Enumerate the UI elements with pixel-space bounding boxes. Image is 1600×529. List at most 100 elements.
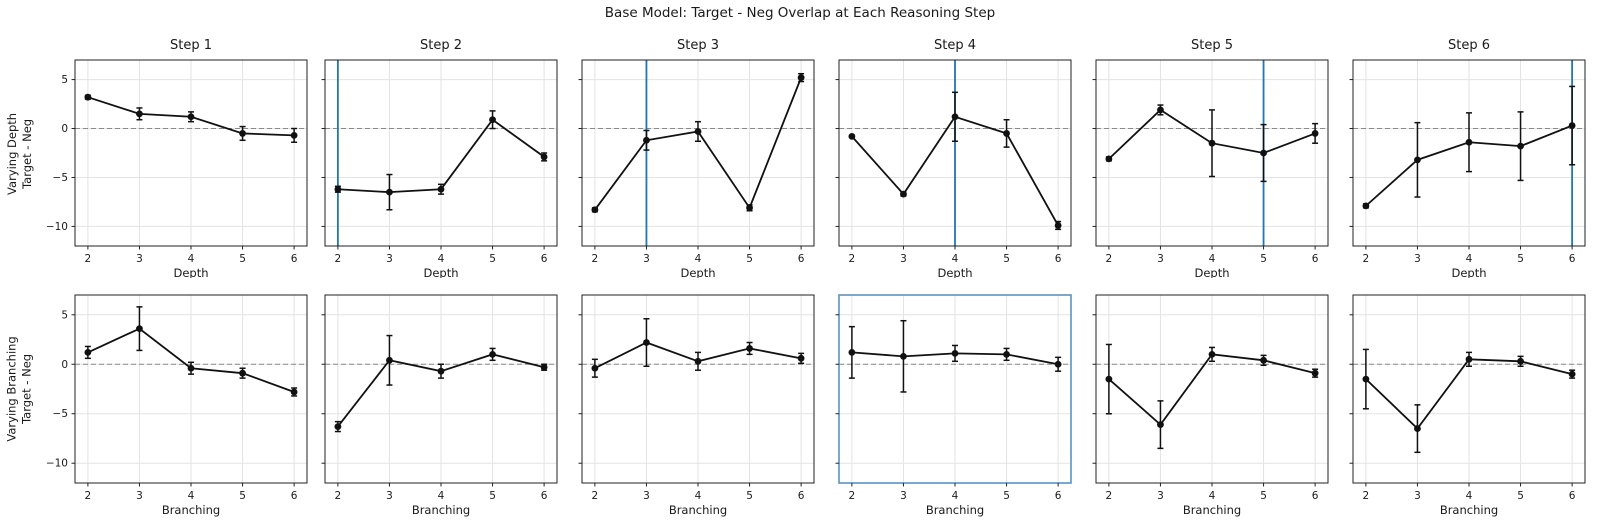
tick-marks <box>1349 79 1573 250</box>
gridlines <box>839 295 1071 483</box>
svg-text:−5: −5 <box>53 408 68 420</box>
svg-text:0: 0 <box>61 359 68 371</box>
svg-text:6: 6 <box>541 490 548 502</box>
branching-row-ylabel: Varying Branching Target - Neg <box>0 281 40 529</box>
tick-marks <box>835 79 1059 250</box>
svg-text:3: 3 <box>900 490 907 502</box>
series-markers <box>1105 106 1319 163</box>
svg-text:3: 3 <box>1157 490 1164 502</box>
svg-text:5: 5 <box>239 490 246 502</box>
tick-marks <box>578 314 802 487</box>
svg-text:6: 6 <box>1055 253 1062 265</box>
svg-text:−5: −5 <box>53 172 68 184</box>
tick-labels: 2 3 4 5 6 5 0 −5 −10 <box>46 309 298 502</box>
svg-text:4: 4 <box>695 490 702 502</box>
svg-text:−10: −10 <box>46 221 68 233</box>
x-axis-label: Depth <box>1194 266 1229 278</box>
figure-title: Base Model: Target - Neg Overlap at Each… <box>604 5 996 21</box>
depth-row: Varying Depth Target - Neg 2 3 4 5 6 5 0 −5 −10 D… <box>0 30 1600 278</box>
x-axis-label: Branching <box>1440 503 1498 517</box>
x-axis-label: Depth <box>680 266 715 278</box>
tick-labels: 2 3 4 5 6 <box>592 490 805 502</box>
subplot-depth-step-5: 2 3 4 5 6 Depth Step 5 <box>1092 38 1329 278</box>
x-axis-label: Depth <box>1451 266 1486 278</box>
tick-marks <box>578 79 802 250</box>
gridlines <box>1353 295 1585 483</box>
svg-text:2: 2 <box>1106 490 1113 502</box>
svg-text:2: 2 <box>1106 253 1113 265</box>
svg-text:2: 2 <box>1363 253 1370 265</box>
subplot-depth-step-3: 2 3 4 5 6 Depth Step 3 <box>578 38 815 278</box>
tick-labels: 2 3 4 5 6 <box>1363 253 1576 265</box>
svg-text:5: 5 <box>1260 253 1267 265</box>
svg-text:2: 2 <box>335 253 342 265</box>
tick-labels: 2 3 4 5 6 <box>1106 490 1319 502</box>
svg-text:4: 4 <box>1209 490 1216 502</box>
tick-labels: 2 3 4 5 6 <box>849 253 1062 265</box>
subplot-depth-step-1: 2 3 4 5 6 5 0 −5 −10 Depth Step 1 <box>46 38 308 278</box>
subplot-depth-step-2: 2 3 4 5 6 Depth Step 2 <box>321 38 558 278</box>
svg-text:2: 2 <box>85 253 92 265</box>
svg-text:2: 2 <box>85 490 92 502</box>
tick-marks <box>321 79 545 250</box>
branching-ylabel-line1: Varying Branching <box>5 336 20 442</box>
svg-text:6: 6 <box>1312 253 1319 265</box>
subplot-title: Step 3 <box>677 38 719 53</box>
svg-text:3: 3 <box>643 253 650 265</box>
x-axis-label: Depth <box>173 266 208 278</box>
tick-labels: 2 3 4 5 6 <box>335 253 548 265</box>
svg-text:6: 6 <box>291 253 298 265</box>
series-markers <box>1362 122 1576 210</box>
svg-text:−10: −10 <box>46 458 68 470</box>
subplot-title: Step 5 <box>1191 38 1233 53</box>
svg-text:3: 3 <box>136 490 143 502</box>
svg-text:4: 4 <box>438 490 445 502</box>
svg-text:4: 4 <box>438 253 445 265</box>
svg-text:4: 4 <box>952 490 959 502</box>
svg-text:4: 4 <box>188 253 195 265</box>
tick-marks <box>71 314 295 487</box>
tick-marks <box>1092 79 1316 250</box>
depth-ylabel-line1: Varying Depth <box>5 112 20 196</box>
subplot-title: Step 4 <box>934 38 976 53</box>
svg-text:3: 3 <box>1157 253 1164 265</box>
svg-text:6: 6 <box>1055 490 1062 502</box>
tick-marks <box>321 314 545 487</box>
tick-labels: 2 3 4 5 6 5 0 −5 −10 <box>46 74 298 265</box>
svg-text:3: 3 <box>1414 490 1421 502</box>
series-markers <box>84 93 298 139</box>
svg-text:6: 6 <box>798 253 805 265</box>
svg-text:5: 5 <box>61 74 68 86</box>
x-axis-label: Branching <box>412 503 470 517</box>
series-markers <box>848 113 1062 229</box>
svg-text:3: 3 <box>900 253 907 265</box>
svg-text:4: 4 <box>1209 253 1216 265</box>
tick-labels: 2 3 4 5 6 <box>849 490 1062 502</box>
svg-text:6: 6 <box>798 490 805 502</box>
subplot-branching-step-4: 2 3 4 5 6 Branching <box>835 294 1072 517</box>
svg-text:5: 5 <box>489 490 496 502</box>
svg-text:2: 2 <box>592 490 599 502</box>
series-markers <box>334 116 548 196</box>
svg-text:4: 4 <box>188 490 195 502</box>
tick-marks <box>71 79 295 250</box>
svg-text:3: 3 <box>386 490 393 502</box>
svg-text:6: 6 <box>1312 490 1319 502</box>
svg-text:2: 2 <box>849 253 856 265</box>
gridlines <box>582 295 814 483</box>
series-markers <box>591 339 805 372</box>
svg-text:4: 4 <box>1466 253 1473 265</box>
svg-text:4: 4 <box>952 253 959 265</box>
depth-row-ylabel: Varying Depth Target - Neg <box>0 30 40 278</box>
subplot-title: Step 1 <box>170 38 212 53</box>
svg-text:5: 5 <box>746 253 753 265</box>
svg-text:5: 5 <box>1003 253 1010 265</box>
branching-row: Varying Branching Target - Neg 2 3 4 5 6 5 0 −5… <box>0 281 1600 529</box>
subplot-depth-step-4: 2 3 4 5 6 Depth Step 4 <box>835 38 1072 278</box>
svg-text:3: 3 <box>1414 253 1421 265</box>
svg-text:2: 2 <box>592 253 599 265</box>
tick-labels: 2 3 4 5 6 <box>335 490 548 502</box>
svg-text:2: 2 <box>1363 490 1370 502</box>
